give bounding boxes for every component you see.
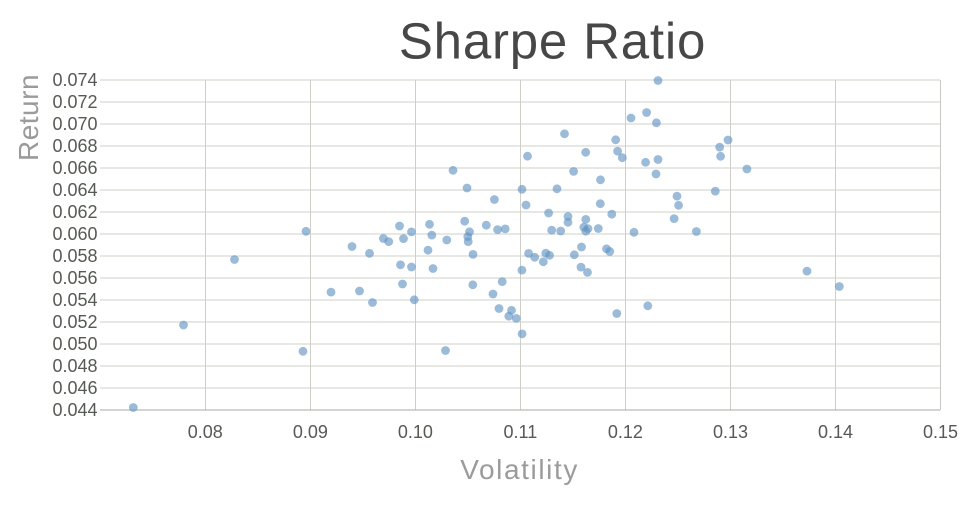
- svg-text:0.064: 0.064: [52, 180, 97, 200]
- svg-text:0.050: 0.050: [52, 334, 97, 354]
- svg-text:0.12: 0.12: [608, 422, 643, 442]
- svg-text:0.060: 0.060: [52, 224, 97, 244]
- svg-text:0.046: 0.046: [52, 378, 97, 398]
- svg-text:0.068: 0.068: [52, 136, 97, 156]
- svg-text:0.10: 0.10: [398, 422, 433, 442]
- svg-text:0.052: 0.052: [52, 312, 97, 332]
- svg-text:0.070: 0.070: [52, 114, 97, 134]
- svg-text:0.066: 0.066: [52, 158, 97, 178]
- svg-text:0.058: 0.058: [52, 246, 97, 266]
- svg-text:0.14: 0.14: [818, 422, 853, 442]
- svg-text:0.048: 0.048: [52, 356, 97, 376]
- svg-text:Volatility: Volatility: [460, 454, 579, 485]
- svg-text:0.09: 0.09: [293, 422, 328, 442]
- svg-text:0.15: 0.15: [923, 422, 958, 442]
- svg-text:0.13: 0.13: [713, 422, 748, 442]
- svg-text:Return: Return: [13, 74, 44, 161]
- svg-text:0.11: 0.11: [504, 422, 538, 442]
- svg-text:0.044: 0.044: [52, 400, 97, 420]
- svg-text:Sharpe Ratio: Sharpe Ratio: [399, 13, 706, 70]
- svg-text:0.054: 0.054: [52, 290, 97, 310]
- svg-text:0.08: 0.08: [188, 422, 223, 442]
- svg-text:0.056: 0.056: [52, 268, 97, 288]
- svg-text:0.074: 0.074: [52, 70, 97, 90]
- svg-text:0.062: 0.062: [52, 202, 97, 222]
- svg-text:0.072: 0.072: [52, 92, 97, 112]
